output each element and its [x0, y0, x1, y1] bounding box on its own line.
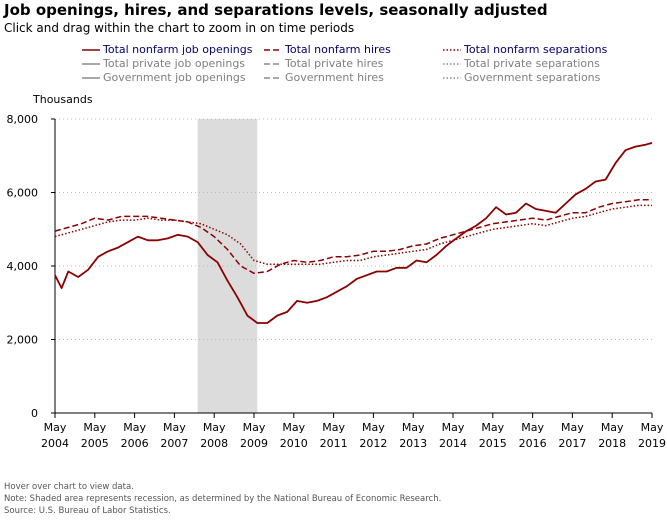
recession-note: Note: Shaded area represents recession, …	[4, 494, 442, 504]
series-line-total-nonfarm-hires	[54, 199, 652, 275]
x-tick-label-month: May	[641, 421, 664, 434]
x-tick-label-month: May	[442, 421, 465, 434]
legend-label: Total nonfarm separations	[464, 43, 608, 56]
source-note: Source: U.S. Bureau of Labor Statistics.	[4, 506, 171, 516]
legend-swatch	[82, 77, 100, 79]
y-tick-label: 2,000	[7, 334, 39, 347]
x-tick-label-year: 2009	[240, 437, 268, 450]
x-tick-label-month: May	[44, 421, 67, 434]
y-tick-label: 8,000	[7, 113, 39, 126]
x-tick-label-month: May	[521, 421, 544, 434]
x-tick-label-month: May	[561, 421, 584, 434]
x-tick-label-month: May	[402, 421, 425, 434]
x-tick-label-month: May	[322, 421, 345, 434]
x-tick-label-month: May	[481, 421, 504, 434]
legend-label: Total nonfarm job openings	[103, 43, 253, 56]
x-tick-label-year: 2005	[81, 437, 109, 450]
x-tick-label-year: 2007	[160, 437, 188, 450]
x-tick-label-year: 2010	[280, 437, 308, 450]
hover-hint: Hover over chart to view data.	[4, 482, 134, 492]
x-tick-label-month: May	[123, 421, 146, 434]
legend-label: Government job openings	[103, 71, 246, 84]
legend-label: Total private hires	[285, 57, 384, 70]
x-tick-label-month: May	[282, 421, 305, 434]
y-tick-label: 6,000	[7, 187, 39, 200]
legend-swatch	[264, 63, 282, 65]
legend-swatch	[82, 49, 100, 51]
legend-swatch	[264, 49, 282, 51]
legend-swatch	[443, 63, 461, 65]
chart-subtitle: Click and drag within the chart to zoom …	[4, 21, 355, 35]
chart-title: Job openings, hires, and separations lev…	[4, 1, 548, 19]
legend-swatch	[264, 77, 282, 79]
x-tick-label-year: 2019	[638, 437, 666, 450]
x-tick-label-year: 2008	[200, 437, 228, 450]
x-tick-label-year: 2017	[558, 437, 586, 450]
x-tick-label-year: 2004	[41, 437, 69, 450]
legend-label: Total private separations	[464, 57, 600, 70]
notes: Hover over chart to view data. Note: Sha…	[4, 481, 441, 517]
legend-label: Total nonfarm hires	[285, 43, 391, 56]
x-tick-label-month: May	[362, 421, 385, 434]
y-axis-label: Thousands	[33, 93, 93, 106]
x-tick-label-year: 2016	[519, 437, 547, 450]
y-tick-label: 4,000	[7, 260, 39, 273]
x-tick-label-year: 2012	[359, 437, 387, 450]
x-tick-label-month: May	[203, 421, 226, 434]
x-tick-label-year: 2011	[320, 437, 348, 450]
legend-label: Government hires	[285, 71, 384, 84]
legend-swatch	[443, 77, 461, 79]
legend-swatch	[82, 63, 100, 65]
x-tick-label-year: 2006	[121, 437, 149, 450]
x-tick-label-year: 2013	[399, 437, 427, 450]
x-tick-label-year: 2014	[439, 437, 467, 450]
x-tick-label-month: May	[83, 421, 106, 434]
x-tick-label-year: 2018	[598, 437, 626, 450]
x-tick-label-month: May	[601, 421, 624, 434]
x-tick-label-year: 2015	[479, 437, 507, 450]
legend-swatch	[443, 49, 461, 51]
x-tick-label-month: May	[163, 421, 186, 434]
legend-label: Government separations	[464, 71, 601, 84]
series-line-total-nonfarm-job-openings	[54, 142, 653, 324]
y-tick-label: 0	[31, 407, 38, 420]
x-tick-label-month: May	[243, 421, 266, 434]
legend-label: Total private job openings	[103, 57, 246, 70]
line-chart[interactable]: 0 2,000 4,000 6,000 8,000 May 2004 May 2005 May 20…	[0, 105, 667, 450]
series-line-total-nonfarm-separations	[54, 204, 652, 265]
